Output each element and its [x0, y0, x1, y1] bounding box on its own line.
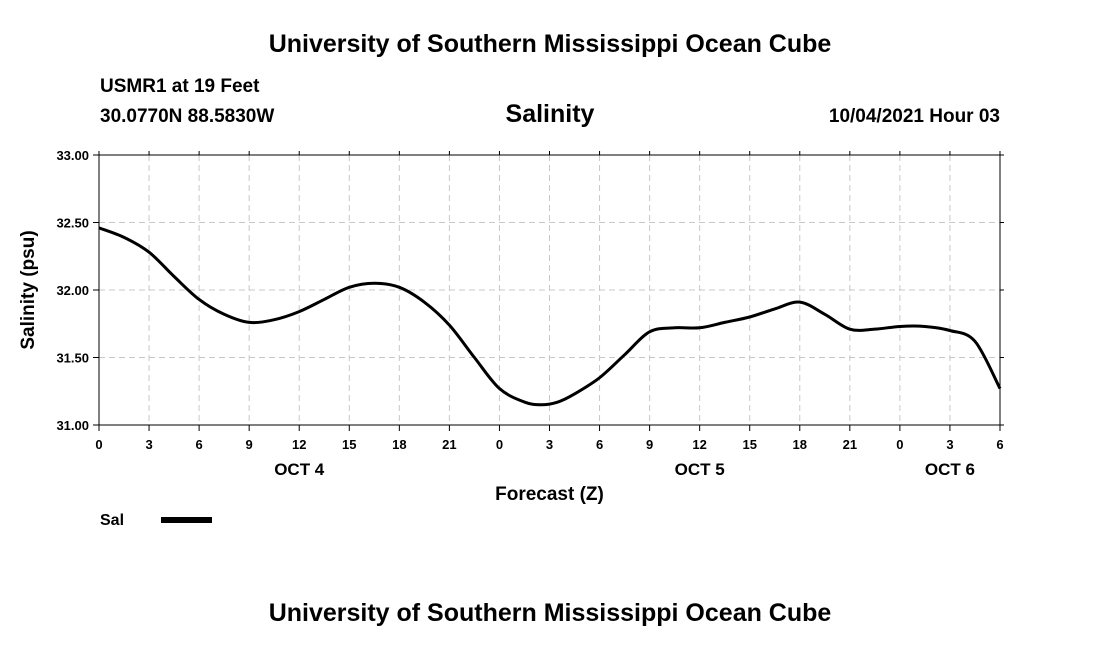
y-tick-label: 32.00 — [56, 283, 89, 298]
x-tick-label: 3 — [145, 437, 152, 452]
date-label: OCT 4 — [274, 460, 325, 479]
date-label: OCT 6 — [925, 460, 975, 479]
x-tick-label: 3 — [946, 437, 953, 452]
station-coordinates: 30.0770N 88.5830W — [100, 106, 275, 127]
x-axis-title: Forecast (Z) — [495, 484, 604, 505]
x-tick-label: 9 — [246, 437, 253, 452]
y-tick-label: 31.50 — [56, 351, 89, 366]
x-tick-label: 15 — [742, 437, 756, 452]
x-tick-label: 21 — [843, 437, 857, 452]
header-title: University of Southern Mississippi Ocean… — [268, 30, 832, 58]
date-label: OCT 5 — [675, 460, 725, 479]
x-tick-label: 0 — [496, 437, 503, 452]
x-tick-label: 21 — [442, 437, 456, 452]
series-line-sal — [98, 226, 1002, 407]
x-tick-label: 9 — [646, 437, 653, 452]
x-tick-label: 18 — [392, 437, 406, 452]
x-tick-label: 15 — [342, 437, 356, 452]
x-tick-label: 12 — [692, 437, 706, 452]
x-tick-label: 3 — [546, 437, 553, 452]
x-tick-label: 6 — [596, 437, 603, 452]
y-tick-label: 33.00 — [56, 148, 89, 163]
y-tick-label: 31.00 — [56, 418, 89, 433]
x-tick-label: 12 — [292, 437, 306, 452]
x-tick-label: 6 — [996, 437, 1003, 452]
x-tick-label: 0 — [95, 437, 102, 452]
parameter-title: Salinity — [505, 100, 595, 128]
forecast-datetime: 10/04/2021 Hour 03 — [828, 106, 1000, 127]
x-tick-label: 6 — [195, 437, 202, 452]
station-name: USMR1 at 19 Feet — [100, 76, 260, 97]
x-tick-label: 0 — [896, 437, 903, 452]
x-tick-label: 18 — [793, 437, 807, 452]
y-axis-title: Salinity (psu) — [18, 230, 39, 349]
legend-label: Sal — [100, 512, 124, 529]
footer-title: University of Southern Mississippi Ocean… — [268, 599, 832, 627]
y-tick-label: 32.50 — [56, 216, 89, 231]
